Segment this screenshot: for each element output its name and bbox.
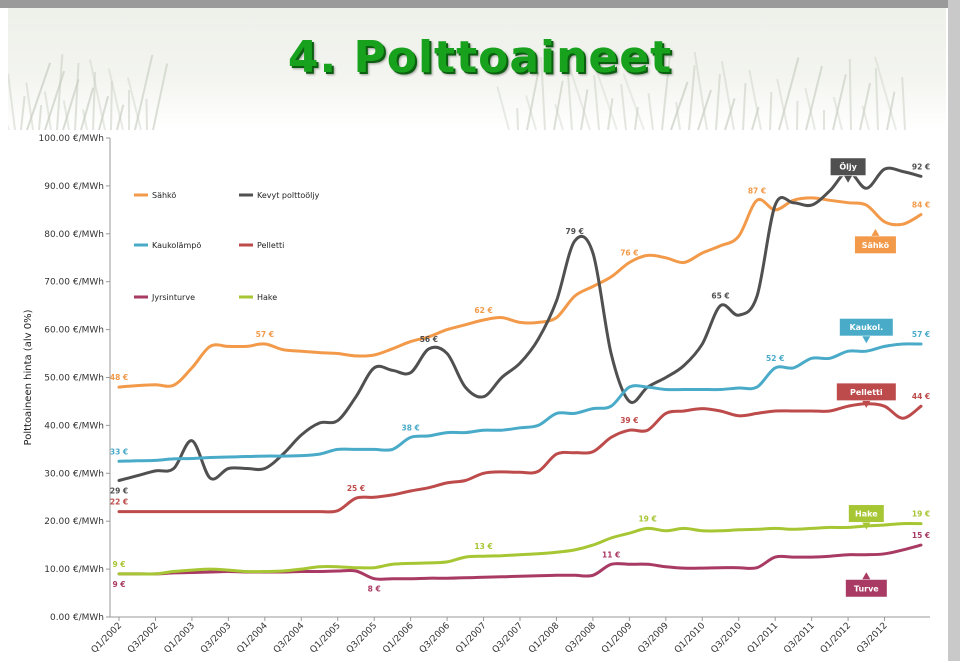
x-tick-label: Q3/2009 [636, 621, 671, 656]
x-tick-label: Q1/2005 [308, 621, 342, 655]
y-tick-label: 80.00 €/MWh [44, 230, 104, 240]
x-tick-label: Q1/2002 [90, 621, 124, 655]
callout-pointer [862, 522, 871, 530]
series-line-0 [117, 196, 923, 389]
legend-label: Kaukolämpö [152, 241, 201, 250]
data-label: 57 € [256, 330, 274, 339]
x-tick-label: Q3/2006 [418, 621, 453, 656]
y-tick-label: 20.00 €/MWh [44, 517, 104, 527]
series-line-3 [117, 402, 923, 514]
data-label: 19 € [912, 510, 930, 519]
data-label: 84 € [912, 201, 930, 210]
x-tick-label: Q1/2004 [235, 621, 270, 656]
data-label: 19 € [638, 514, 656, 523]
callout-label: Sähkö [862, 241, 890, 250]
x-tick-label: Q1/2010 [673, 621, 708, 656]
y-axis-title: Polttoaineen hinta (alv 0%) [23, 309, 34, 445]
data-label: 87 € [748, 186, 766, 195]
grass-blade [823, 110, 825, 130]
x-tick-label: Q3/2010 [709, 621, 744, 656]
banner-background [8, 8, 946, 130]
y-tick-label: 60.00 €/MWh [44, 326, 104, 336]
x-tick-label: Q3/2004 [272, 621, 307, 656]
y-tick-label: 40.00 €/MWh [44, 421, 104, 431]
callout-label: Pelletti [850, 388, 883, 397]
x-tick-label: Q1/2009 [600, 621, 635, 656]
y-tick-label: 100.00 €/MWh [39, 134, 104, 144]
data-label: 56 € [420, 335, 438, 344]
data-label: 92 € [912, 162, 930, 171]
data-label: 79 € [566, 227, 584, 236]
data-label: 52 € [766, 354, 784, 363]
data-label: 57 € [912, 330, 930, 339]
y-tick-label: 0.00 €/MWh [50, 613, 104, 623]
x-tick-label: Q3/2007 [491, 621, 525, 655]
legend-label: Kevyt polttoöljy [257, 191, 320, 200]
slide-frame-top [0, 0, 960, 8]
legend-label: Jyrsinturve [151, 293, 195, 302]
data-label: 62 € [474, 306, 492, 315]
data-label: 11 € [602, 550, 620, 559]
series-line-1 [117, 166, 923, 482]
legend-label: Pelletti [257, 241, 284, 250]
x-tick-label: Q1/2012 [819, 621, 853, 655]
y-tick-label: 10.00 €/MWh [44, 565, 104, 575]
slide-frame-right [948, 0, 960, 661]
callout-pointer [862, 400, 871, 408]
callout-label: Turve [854, 584, 879, 593]
x-tick-label: Q3/2005 [345, 621, 379, 655]
series-line-5 [117, 522, 923, 576]
data-label: 29 € [110, 486, 128, 495]
x-tick-label: Q1/2011 [746, 621, 780, 655]
callout-label: Kaukol. [849, 323, 883, 332]
plot-area [110, 138, 930, 617]
x-tick-label: Q3/2003 [199, 621, 233, 655]
callout-pointer [871, 228, 880, 236]
data-label: 13 € [474, 542, 492, 551]
data-label: 8 € [368, 585, 381, 594]
y-tick-label: 90.00 €/MWh [44, 182, 104, 192]
x-tick-label: Q1/2006 [381, 621, 416, 656]
callout-label: Hake [855, 510, 878, 519]
data-label: 39 € [620, 416, 638, 425]
data-label: 15 € [912, 531, 930, 540]
data-label: 22 € [110, 498, 128, 507]
grass-blade [128, 90, 130, 130]
data-label: 25 € [347, 484, 365, 493]
series-line-2 [117, 342, 923, 463]
data-label: 33 € [110, 447, 128, 456]
data-label: 38 € [401, 423, 419, 432]
slide-title: 4. Polttoaineet [287, 32, 673, 83]
y-tick-label: 70.00 €/MWh [44, 278, 104, 288]
data-label: 48 € [110, 373, 128, 382]
y-tick-label: 50.00 €/MWh [44, 374, 104, 384]
data-label: 76 € [620, 249, 638, 258]
x-tick-label: Q1/2003 [163, 621, 197, 655]
legend-label: Sähkö [152, 191, 176, 200]
data-label: 9 € [112, 580, 125, 589]
callout-pointer [844, 175, 853, 183]
x-tick-label: Q1/2007 [454, 621, 488, 655]
x-tick-label: Q3/2011 [782, 621, 816, 655]
x-tick-label: Q3/2002 [126, 621, 160, 655]
y-tick-label: 30.00 €/MWh [44, 469, 104, 479]
callout-pointer [862, 336, 871, 344]
callout-pointer [862, 572, 871, 580]
x-tick-label: Q3/2012 [855, 621, 889, 655]
x-tick-label: Q1/2008 [527, 621, 562, 656]
data-label: 65 € [711, 292, 729, 301]
data-label: 44 € [912, 392, 930, 401]
legend-label: Hake [257, 293, 277, 302]
data-label: 9 € [112, 560, 125, 569]
x-tick-label: Q3/2008 [564, 621, 599, 656]
callout-label: Öljy [839, 162, 857, 172]
